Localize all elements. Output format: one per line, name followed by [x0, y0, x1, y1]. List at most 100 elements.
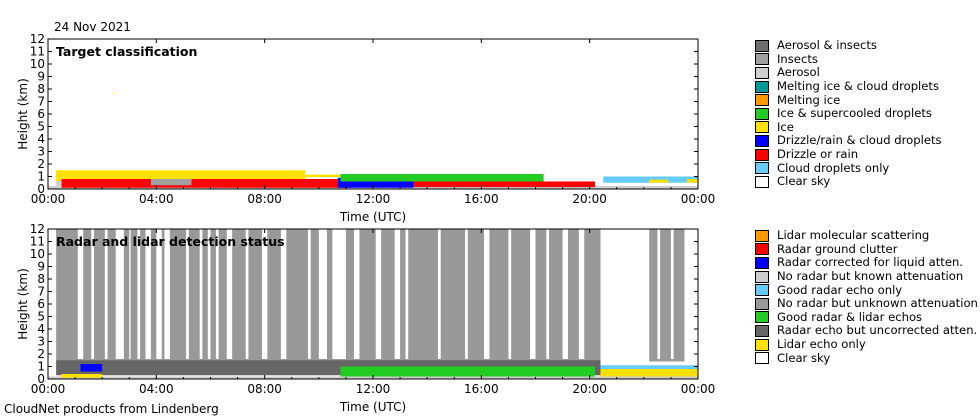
legend-swatch [755, 134, 769, 147]
legend-swatch [755, 229, 769, 242]
y-tick-label: 1 [37, 170, 45, 184]
y-tick-label: 6 [37, 297, 45, 311]
data-region [340, 174, 544, 182]
legend-item: Clear sky [755, 351, 978, 365]
x-tick-label: 00:00 [681, 192, 716, 206]
clear-sky-gap [77, 229, 84, 359]
x-tick-label: 20:00 [572, 382, 607, 396]
legend-label: Cloud droplets only [777, 160, 890, 175]
data-region [649, 179, 669, 183]
data-region [61, 179, 352, 188]
legend-item: Lidar molecular scattering [755, 229, 978, 243]
x-axis-label: Time (UTC) [339, 400, 406, 414]
x-tick-label: 12:00 [356, 382, 391, 396]
legend-item: Radar corrected for liquid atten. [755, 256, 978, 270]
clear-sky-gap [318, 229, 327, 359]
y-tick-label: 9 [37, 260, 45, 274]
clear-sky-gap [280, 229, 287, 359]
clear-sky-gap [438, 229, 441, 359]
footer-credit: CloudNet products from Lindenberg [4, 402, 219, 416]
y-tick-label: 3 [37, 145, 45, 159]
legend-item: Melting ice [755, 93, 942, 107]
y-tick-label: 8 [37, 82, 45, 96]
clear-sky-gap [308, 229, 311, 359]
legend-swatch [755, 162, 769, 175]
legend-label: Drizzle/rain & cloud droplets [777, 133, 942, 148]
legend-item: Cloud droplets only [755, 161, 942, 175]
clear-sky-gap [562, 229, 568, 359]
clear-sky-gap [261, 229, 268, 359]
clear-sky-gap [484, 229, 490, 359]
legend-label: Lidar molecular scattering [777, 228, 930, 243]
x-tick-label: 00:00 [681, 382, 716, 396]
legend-item: Lidar echo only [755, 338, 978, 352]
data-region [340, 366, 596, 377]
legend-item: Ice [755, 120, 942, 135]
legend-label: Radar corrected for liquid atten. [777, 255, 963, 270]
legend-swatch [755, 94, 769, 107]
legend-label: Drizzle or rain [777, 147, 859, 162]
legend-item: Good radar echo only [755, 283, 978, 297]
y-tick-label: 2 [37, 157, 45, 171]
legend-swatch [755, 284, 769, 297]
legend-swatch [755, 338, 769, 351]
legend-item: Drizzle/rain & cloud droplets [755, 134, 942, 148]
legend-item: Ice & supercooled droplets [755, 107, 942, 121]
legend-label: No radar but unknown attenuation [777, 296, 978, 311]
x-tick-label: 08:00 [247, 192, 282, 206]
legend-label: Good radar echo only [777, 282, 903, 297]
legend-item: Good radar & lidar echos [755, 310, 978, 325]
legend-item: Aerosol & insects [755, 39, 942, 53]
data-region [337, 177, 414, 188]
legend-item: Aerosol [755, 66, 942, 80]
legend-swatch [755, 148, 769, 161]
y-tick-label: 11 [30, 45, 45, 59]
y-tick-label: 7 [37, 285, 45, 299]
x-tick-label: 08:00 [247, 382, 282, 396]
clear-sky-gap [145, 229, 151, 359]
clear-sky-gap [186, 229, 189, 359]
clear-sky-gap [375, 229, 382, 359]
y-tick-label: 0 [37, 182, 45, 196]
data-region [649, 229, 685, 362]
clear-sky-gap [530, 229, 536, 359]
data-region [600, 365, 698, 369]
clear-sky-gap [394, 229, 401, 359]
y-tick-label: 4 [37, 322, 45, 336]
y-tick-label: 7 [37, 95, 45, 109]
data-region [150, 179, 192, 186]
plot-title: Target classification [56, 44, 197, 59]
data-region [687, 179, 698, 183]
legend-item: Clear sky [755, 175, 942, 189]
data-region [56, 170, 306, 181]
clear-sky-gap [245, 229, 249, 359]
figure-date: 24 Nov 2021 [54, 20, 131, 34]
x-tick-label: 04:00 [139, 382, 174, 396]
y-tick-label: 11 [30, 235, 45, 249]
x-tick-label: 16:00 [464, 192, 499, 206]
detection-status-legend: Lidar molecular scattering Radar ground c… [755, 229, 978, 365]
legend-label: Ice & supercooled droplets [777, 106, 932, 121]
clear-sky-gap [670, 229, 674, 359]
x-axis-label: Time (UTC) [339, 210, 406, 224]
legend-swatch [755, 256, 769, 269]
clear-sky-gap [657, 229, 661, 359]
legend-label: Aerosol [777, 65, 820, 80]
clear-sky-gap [546, 229, 550, 359]
y-tick-label: 0 [37, 372, 45, 386]
clear-sky-gap [332, 229, 346, 359]
legend-swatch [755, 107, 769, 120]
clear-sky-gap [405, 229, 409, 359]
clear-sky-gap [115, 229, 124, 359]
y-axis-label: Height (km) [16, 78, 30, 149]
y-tick-label: 9 [37, 70, 45, 84]
legend-item: No radar but known attenuation [755, 270, 978, 284]
legend-label: No radar but known attenuation [777, 269, 964, 284]
legend-label: Melting ice [777, 92, 841, 107]
y-tick-label: 3 [37, 335, 45, 349]
y-tick-label: 10 [30, 247, 45, 261]
